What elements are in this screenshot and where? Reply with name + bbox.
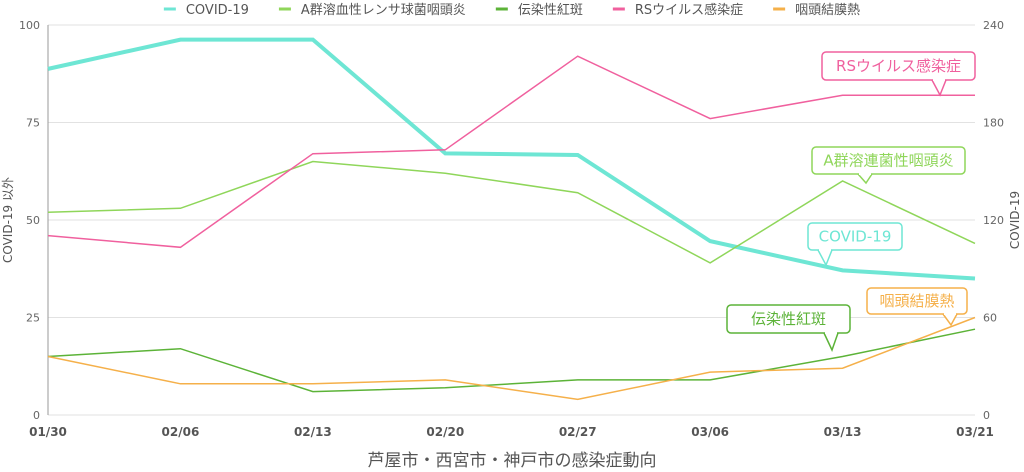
series-line <box>47 328 976 393</box>
chart-title: 芦屋市・西宮市・神戸市の感染症動向 <box>368 451 657 471</box>
y-left-label: COVID-19 以外 <box>1 177 15 263</box>
annotation-box <box>807 222 903 251</box>
x-tick: 02/27 <box>559 425 597 439</box>
y-left-tick: 50 <box>26 214 40 227</box>
annotation-label: 伝染性紅斑 <box>751 310 826 328</box>
y-left-tick: 0 <box>33 409 40 422</box>
x-tick: 02/20 <box>426 425 464 439</box>
annotation-label: RSウイルス感染症 <box>836 57 961 75</box>
y-left-tick: 25 <box>26 312 40 325</box>
x-tick: 01/30 <box>29 425 67 439</box>
series-line <box>47 55 975 249</box>
x-tick: 03/21 <box>956 425 994 439</box>
y-right-tick: 240 <box>983 19 1004 32</box>
series-line <box>47 37 976 281</box>
y-right-tick: 120 <box>983 214 1004 227</box>
annotation-box <box>821 51 976 81</box>
x-tick: 03/06 <box>691 425 729 439</box>
x-tick: 02/06 <box>162 425 200 439</box>
annotation-pointer <box>857 173 873 185</box>
annotation-label: A群溶連菌性咽頭炎 <box>823 152 953 170</box>
x-tick: 03/13 <box>824 425 862 439</box>
legend-item[interactable]: RSウイルス感染症 <box>635 2 743 18</box>
y-right-tick: 0 <box>983 409 990 422</box>
annotation-pointer <box>817 249 833 267</box>
series-line <box>47 316 976 401</box>
legend-item[interactable]: 咽頭結膜熱 <box>795 3 860 18</box>
y-left-tick: 100 <box>19 19 40 32</box>
annotation-pointer <box>823 332 839 352</box>
y-right-label: COVID-19 <box>1008 191 1022 249</box>
x-tick: 02/13 <box>294 425 332 439</box>
annotation-box <box>726 304 851 334</box>
legend-item[interactable]: A群溶血性レンサ球菌咽頭炎 <box>301 3 466 18</box>
annotation-box <box>811 146 966 175</box>
y-left-tick: 75 <box>26 117 40 130</box>
legend-item[interactable]: 伝染性紅斑 <box>518 3 583 18</box>
y-right-tick: 180 <box>983 117 1004 130</box>
annotation-label: COVID-19 <box>819 228 892 246</box>
annotation-box <box>866 287 968 315</box>
annotation-pointer <box>931 79 947 97</box>
annotation-pointer <box>942 313 958 327</box>
legend-item[interactable]: COVID-19 <box>186 3 249 18</box>
series-line <box>47 160 976 264</box>
y-right-tick: 60 <box>983 312 997 325</box>
annotation-label: 咽頭結膜熱 <box>879 292 954 310</box>
